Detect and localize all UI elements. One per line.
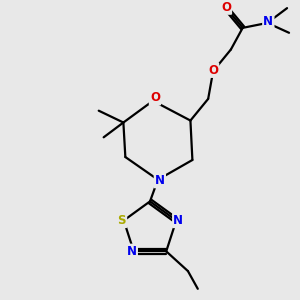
Text: O: O: [208, 64, 218, 77]
Text: N: N: [263, 15, 273, 28]
Text: N: N: [173, 214, 183, 227]
Text: O: O: [150, 92, 160, 104]
Text: S: S: [118, 214, 126, 227]
Text: O: O: [221, 1, 231, 13]
Text: N: N: [155, 174, 165, 187]
Text: N: N: [127, 245, 137, 258]
